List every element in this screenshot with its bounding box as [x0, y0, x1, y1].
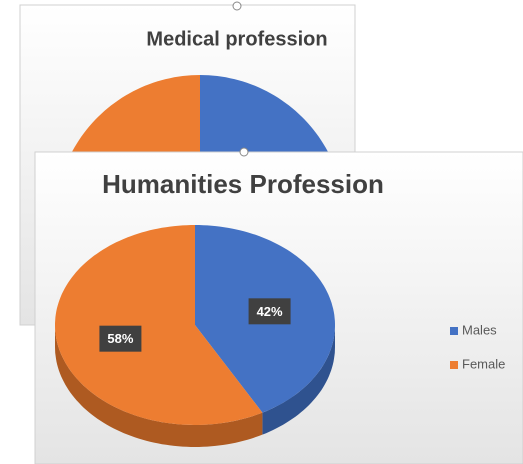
resize-handle[interactable] — [232, 1, 242, 11]
pie-slice-side — [262, 325, 335, 435]
data-label-box — [248, 298, 291, 325]
data-label-box — [99, 325, 142, 352]
data-label: 42% — [257, 304, 283, 319]
legend-label: Males — [462, 322, 497, 337]
legend-swatch — [450, 327, 458, 335]
pie-slice — [55, 225, 263, 425]
legend-swatch — [450, 361, 458, 369]
resize-handle[interactable] — [239, 147, 249, 157]
chart-title: Medical profession — [146, 28, 327, 50]
legend-label: Female — [462, 356, 505, 371]
pie-slice-side — [55, 325, 263, 447]
data-label: 58% — [107, 331, 133, 346]
chart-title: Humanities Profession — [102, 169, 384, 199]
front-chart: 42% 58% Males Female Humanities Profession — [34, 147, 523, 464]
